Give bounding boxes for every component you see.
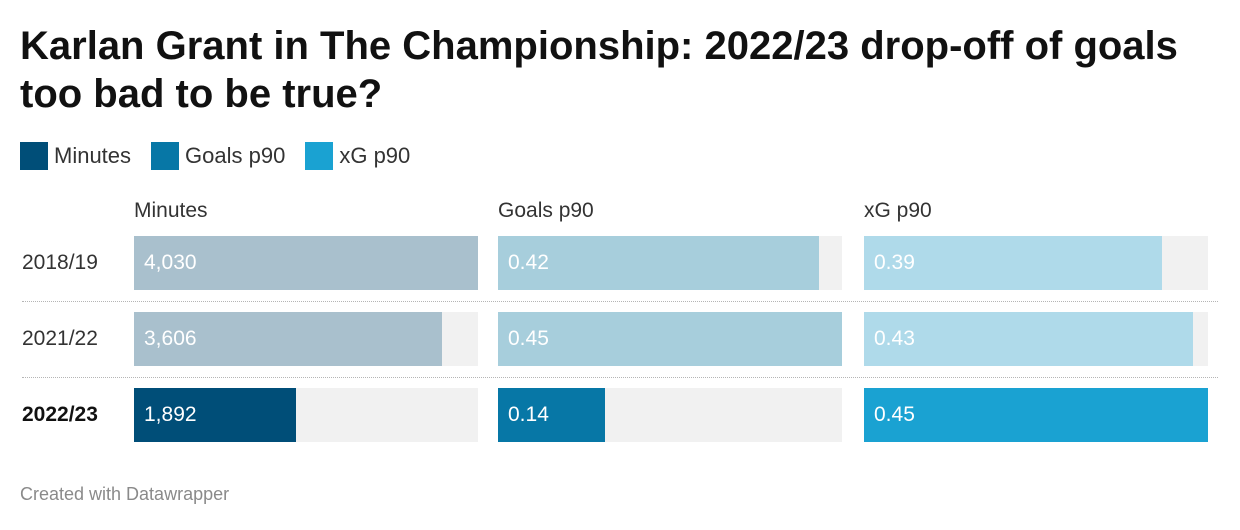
bar-value-2-0: 1,892 [144,403,197,426]
legend-item-goals: Goals p90 [151,142,285,170]
bar-track-2-1: 0.14 [498,388,842,442]
bar-value-0-0: 4,030 [144,251,197,274]
column-header-2: xG p90 [864,199,932,222]
bar-track-1-2: 0.43 [864,312,1208,366]
row-label-2: 2022/23 [22,403,98,426]
legend-label-goals: Goals p90 [185,143,286,168]
row-separator-1 [22,377,1218,378]
legend-item-minutes: Minutes [20,142,131,170]
legend-swatch-goals [151,142,180,170]
bar-0-2 [864,236,1162,290]
bar-value-0-1: 0.42 [508,251,549,274]
bar-track-0-1: 0.42 [498,236,842,290]
column-header-0: Minutes [134,199,208,222]
bar-value-1-0: 3,606 [144,327,197,350]
legend-item-xg: xG p90 [305,142,410,170]
bar-value-0-2: 0.39 [874,251,915,274]
bar-value-1-2: 0.43 [874,327,915,350]
bar-track-0-0: 4,030 [134,236,478,290]
bar-1-0 [134,312,442,366]
bar-track-1-0: 3,606 [134,312,478,366]
legend-swatch-minutes [20,142,48,170]
legend-swatch-xg [305,142,334,170]
legend-label-xg: xG p90 [339,143,411,168]
row-label-1: 2021/22 [22,327,98,350]
footer-credit: Created with Datawrapper [20,484,230,504]
bar-2-2 [864,388,1208,442]
bar-track-2-2: 0.45 [864,388,1208,442]
bar-value-1-1: 0.45 [508,327,549,350]
bar-1-1 [498,312,842,366]
row-label-0: 2018/19 [22,251,98,274]
row-separator-0 [22,301,1218,302]
bar-2-0 [134,388,296,442]
legend: Minutes Goals p90 xG p90 [20,142,430,170]
bar-0-0 [134,236,478,290]
bar-2-1 [498,388,605,442]
bar-0-1 [498,236,819,290]
bar-value-2-2: 0.45 [874,403,915,426]
column-header-1: Goals p90 [498,199,594,222]
bar-track-2-0: 1,892 [134,388,478,442]
bar-value-2-1: 0.14 [508,403,549,426]
chart-title: Karlan Grant in The Championship: 2022/2… [20,24,1178,116]
legend-label-minutes: Minutes [54,143,132,168]
bar-track-0-2: 0.39 [864,236,1208,290]
bar-track-1-1: 0.45 [498,312,842,366]
bar-1-2 [864,312,1193,366]
